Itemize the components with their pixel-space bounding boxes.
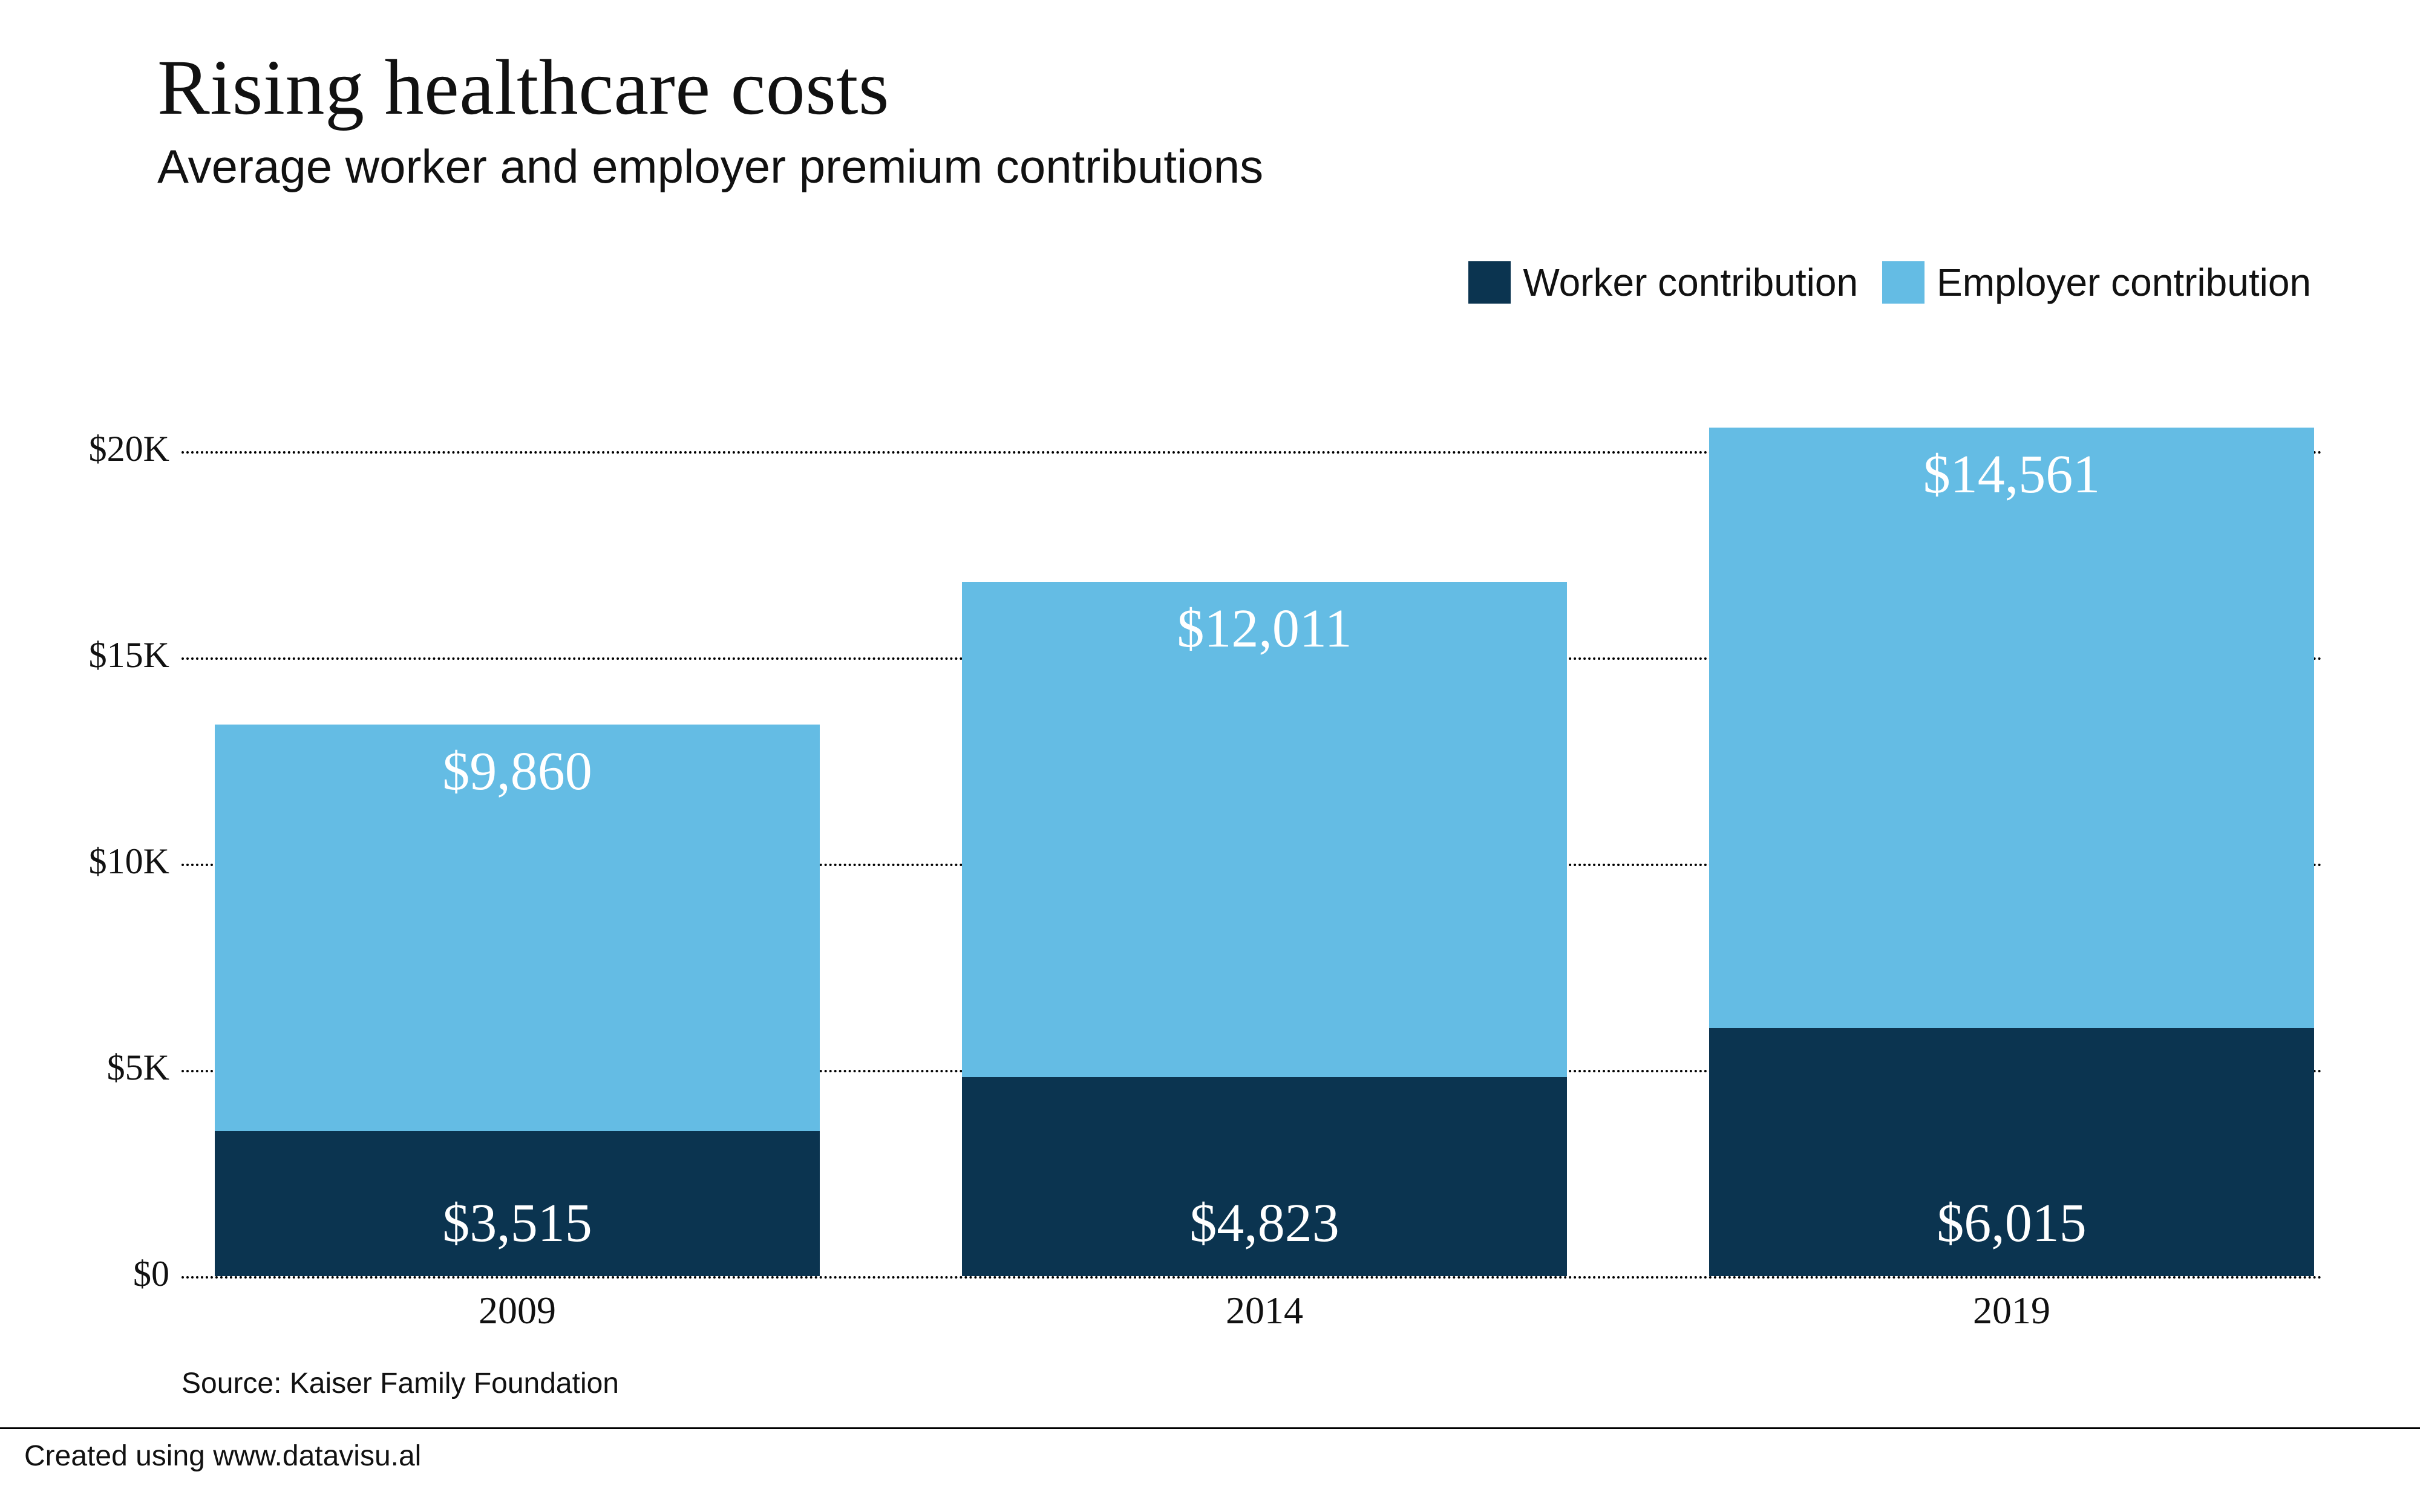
credit-text: Created using www.datavisu.al [24, 1439, 421, 1473]
bar-segment-worker: $6,015 [1709, 1028, 2314, 1276]
bars-container: $3,515 $9,860 $4,823 $12,011 $6,015 $14,561 [182, 369, 2323, 1276]
bar-value-worker: $3,515 [215, 1192, 820, 1254]
legend-label-employer: Employer contribution [1937, 260, 2311, 305]
legend-swatch-employer [1882, 261, 1925, 304]
bar-segment-employer: $12,011 [962, 582, 1567, 1077]
y-tick-label: $0 [73, 1253, 169, 1295]
legend-label-worker: Worker contribution [1523, 260, 1858, 305]
legend-swatch-worker [1468, 261, 1511, 304]
x-tick-label: 2019 [1709, 1288, 2314, 1333]
bar-value-worker: $6,015 [1709, 1192, 2314, 1254]
bar-segment-employer: $14,561 [1709, 428, 2314, 1028]
x-tick-label: 2009 [215, 1288, 820, 1333]
legend: Worker contribution Employer contributio… [1468, 260, 2311, 305]
page: Rising healthcare costs Average worker a… [0, 0, 2420, 1512]
legend-item-employer: Employer contribution [1882, 260, 2311, 305]
bar-value-worker: $4,823 [962, 1192, 1567, 1254]
y-tick-label: $20K [73, 428, 169, 470]
bar-value-employer: $9,860 [215, 740, 820, 803]
y-tick-label: $5K [73, 1047, 169, 1089]
gridline [182, 1276, 2323, 1279]
bar-value-employer: $12,011 [962, 598, 1567, 660]
chart-title: Rising healthcare costs [157, 42, 1263, 133]
legend-item-worker: Worker contribution [1468, 260, 1858, 305]
bar-segment-worker: $3,515 [215, 1131, 820, 1276]
title-block: Rising healthcare costs Average worker a… [157, 42, 1263, 194]
chart-area: $3,515 $9,860 $4,823 $12,011 $6,015 $14,561 [182, 369, 2323, 1276]
bar-segment-worker: $4,823 [962, 1077, 1567, 1276]
bar-value-employer: $14,561 [1709, 443, 2314, 506]
y-tick-label: $10K [73, 841, 169, 882]
y-tick-label: $15K [73, 634, 169, 676]
source-text: Source: Kaiser Family Foundation [182, 1367, 619, 1400]
bar-segment-employer: $9,860 [215, 725, 820, 1131]
x-tick-label: 2014 [962, 1288, 1567, 1333]
chart-subtitle: Average worker and employer premium cont… [157, 139, 1263, 194]
footer-rule [0, 1427, 2420, 1429]
